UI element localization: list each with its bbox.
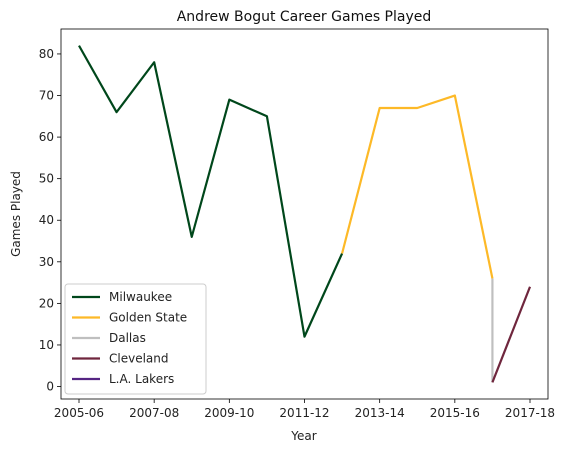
series-line-0	[78, 45, 344, 338]
x-tick-label: 2005-06	[54, 406, 104, 420]
legend-label-1: Golden State	[109, 311, 187, 325]
x-tick-label: 2009-10	[204, 406, 254, 420]
legend-frame	[64, 283, 207, 395]
x-tick-label: 2017-18	[505, 406, 555, 420]
y-tick-label: 60	[39, 130, 54, 144]
x-tick-label: 2013-14	[355, 406, 405, 420]
y-tick-label: 70	[39, 89, 54, 103]
legend-label-4: L.A. Lakers	[109, 372, 174, 386]
x-tick-label: 2011-12	[279, 406, 329, 420]
y-tick-label: 0	[46, 380, 54, 394]
legend-label-0: Milwaukee	[109, 290, 172, 304]
x-axis-label: Year	[290, 429, 316, 443]
y-tick-label: 50	[39, 172, 54, 186]
legend: Milwaukee Golden State Dallas Cleveland L.A.…	[64, 283, 207, 395]
series-line-3	[491, 286, 532, 383]
chart-title: Andrew Bogut Career Games Played	[177, 9, 432, 25]
x-tick-label: 2015-16	[430, 406, 480, 420]
y-axis-ticks: 0 10 20 30 40 50 60 70 80	[39, 47, 61, 394]
series-line-1	[341, 94, 494, 279]
legend-label-3: Cleveland	[109, 352, 169, 366]
y-axis-label: Games Played	[9, 171, 23, 257]
plot-lines	[78, 45, 532, 383]
y-tick-label: 20	[39, 296, 54, 310]
x-axis-ticks: 2005-06 2007-08 2009-10 2011-12 2013-14 2015-…	[54, 399, 555, 420]
y-tick-label: 30	[39, 255, 54, 269]
y-tick-label: 40	[39, 213, 54, 227]
y-tick-label: 10	[39, 338, 54, 352]
legend-label-2: Dallas	[109, 331, 146, 345]
x-tick-label: 2007-08	[129, 406, 179, 420]
y-tick-label: 80	[39, 47, 54, 61]
plot-frame	[60, 28, 549, 400]
